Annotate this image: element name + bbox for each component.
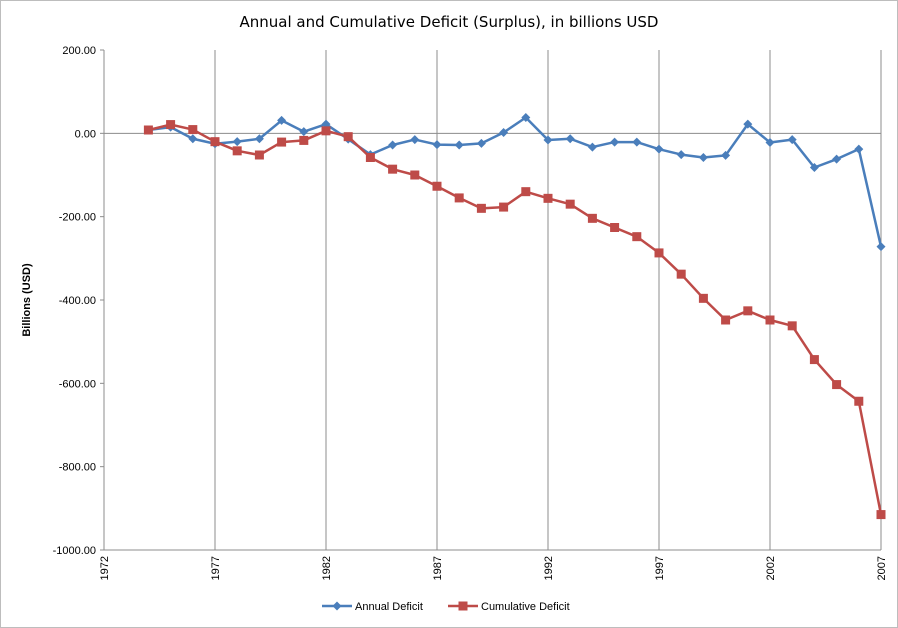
- annual-point: [232, 137, 242, 147]
- cumulative-point: [743, 306, 753, 316]
- annual-point: [587, 142, 597, 152]
- annual-point: [432, 140, 442, 150]
- annual-point: [321, 119, 331, 129]
- series-line-1: [148, 123, 883, 515]
- cumulative-point: [210, 137, 220, 147]
- y-tick-label: 200.00: [62, 45, 96, 57]
- series-line-0: [148, 116, 883, 247]
- annual-point: [454, 140, 464, 150]
- annual-point: [787, 135, 797, 145]
- chart-title: Annual and Cumulative Deficit (Surplus),…: [240, 13, 659, 31]
- cumulative-point: [499, 202, 509, 212]
- legend-label-0: Annual Deficit: [355, 601, 423, 613]
- annual-point: [743, 119, 753, 129]
- annual-point: [565, 134, 575, 144]
- annual-point: [299, 127, 309, 137]
- y-tick-label: -600.00: [59, 378, 96, 390]
- cumulative-point: [432, 181, 442, 191]
- cumulative-point: [698, 293, 708, 303]
- cumulative-point: [676, 269, 686, 279]
- plot-area: 200.00 0.00 -200.00 -400.00 -600.00 -800.00 -1…: [53, 45, 888, 580]
- annual-point: [388, 140, 398, 150]
- cumulative-point: [254, 150, 264, 160]
- x-tick-label: 1987: [432, 556, 444, 580]
- annual-point: [188, 134, 198, 144]
- cumulative-point: [721, 315, 731, 325]
- annual-point: [521, 113, 531, 122]
- x-tick-label: 1977: [210, 556, 222, 580]
- cumulative-point: [388, 164, 398, 174]
- cumulative-point: [299, 135, 309, 145]
- y-tick-label: 0.00: [75, 128, 96, 140]
- cumulative-point: [832, 380, 842, 390]
- cumulative-point: [277, 137, 287, 147]
- annual-point: [277, 115, 287, 125]
- cumulative-point: [809, 355, 819, 365]
- cumulative-point: [565, 199, 575, 209]
- annual-point: [854, 144, 864, 154]
- cumulative-point: [587, 213, 597, 223]
- annual-point: [499, 128, 509, 137]
- cumulative-point: [854, 396, 864, 406]
- cumulative-point: [610, 223, 620, 232]
- y-tick-label: -1000.00: [53, 545, 96, 557]
- cumulative-point: [876, 510, 886, 520]
- x-tick-label: 2007: [876, 556, 888, 580]
- y-tick-label: -800.00: [59, 462, 96, 474]
- annual-point: [832, 154, 842, 164]
- annual-point: [632, 137, 642, 147]
- legend-marker-0: [332, 601, 342, 611]
- cumulative-point: [787, 321, 797, 331]
- cumulative-point: [365, 153, 375, 162]
- cumulative-point: [521, 187, 531, 197]
- annual-point: [543, 135, 553, 145]
- x-tick-label: 1992: [543, 556, 555, 580]
- annual-point: [476, 138, 486, 148]
- cumulative-point: [454, 193, 464, 203]
- annual-point: [654, 144, 664, 154]
- cumulative-point: [188, 125, 198, 135]
- annual-point: [410, 135, 420, 145]
- annual-point: [876, 242, 886, 252]
- annual-point: [765, 138, 775, 147]
- annual-point: [809, 163, 819, 172]
- cumulative-point: [765, 315, 775, 325]
- cumulative-point: [476, 203, 486, 213]
- annual-point: [254, 134, 264, 144]
- cumulative-point: [232, 146, 242, 156]
- annual-point: [698, 153, 708, 162]
- cumulative-point: [654, 248, 664, 258]
- annual-point: [610, 137, 620, 147]
- x-tick-label: 1972: [99, 556, 111, 580]
- legend-label-1: Cumulative Deficit: [481, 601, 570, 613]
- y-tick-label: -200.00: [59, 212, 96, 224]
- cumulative-point: [543, 193, 553, 203]
- cumulative-point: [343, 132, 353, 142]
- annual-point: [676, 150, 686, 160]
- legend: Annual Deficit Cumulative Deficit: [322, 601, 570, 613]
- cumulative-point: [143, 125, 153, 135]
- annual-point: [721, 150, 731, 160]
- cumulative-point: [166, 120, 176, 130]
- y-axis-label: Billions (USD): [21, 263, 33, 337]
- cumulative-point: [632, 232, 642, 242]
- cumulative-point: [321, 126, 331, 136]
- y-tick-label: -400.00: [59, 295, 96, 307]
- x-tick-label: 2002: [765, 556, 777, 580]
- x-tick-label: 1982: [321, 556, 333, 580]
- cumulative-point: [410, 170, 420, 180]
- legend-marker-1: [458, 601, 468, 611]
- x-tick-label: 1997: [654, 556, 666, 580]
